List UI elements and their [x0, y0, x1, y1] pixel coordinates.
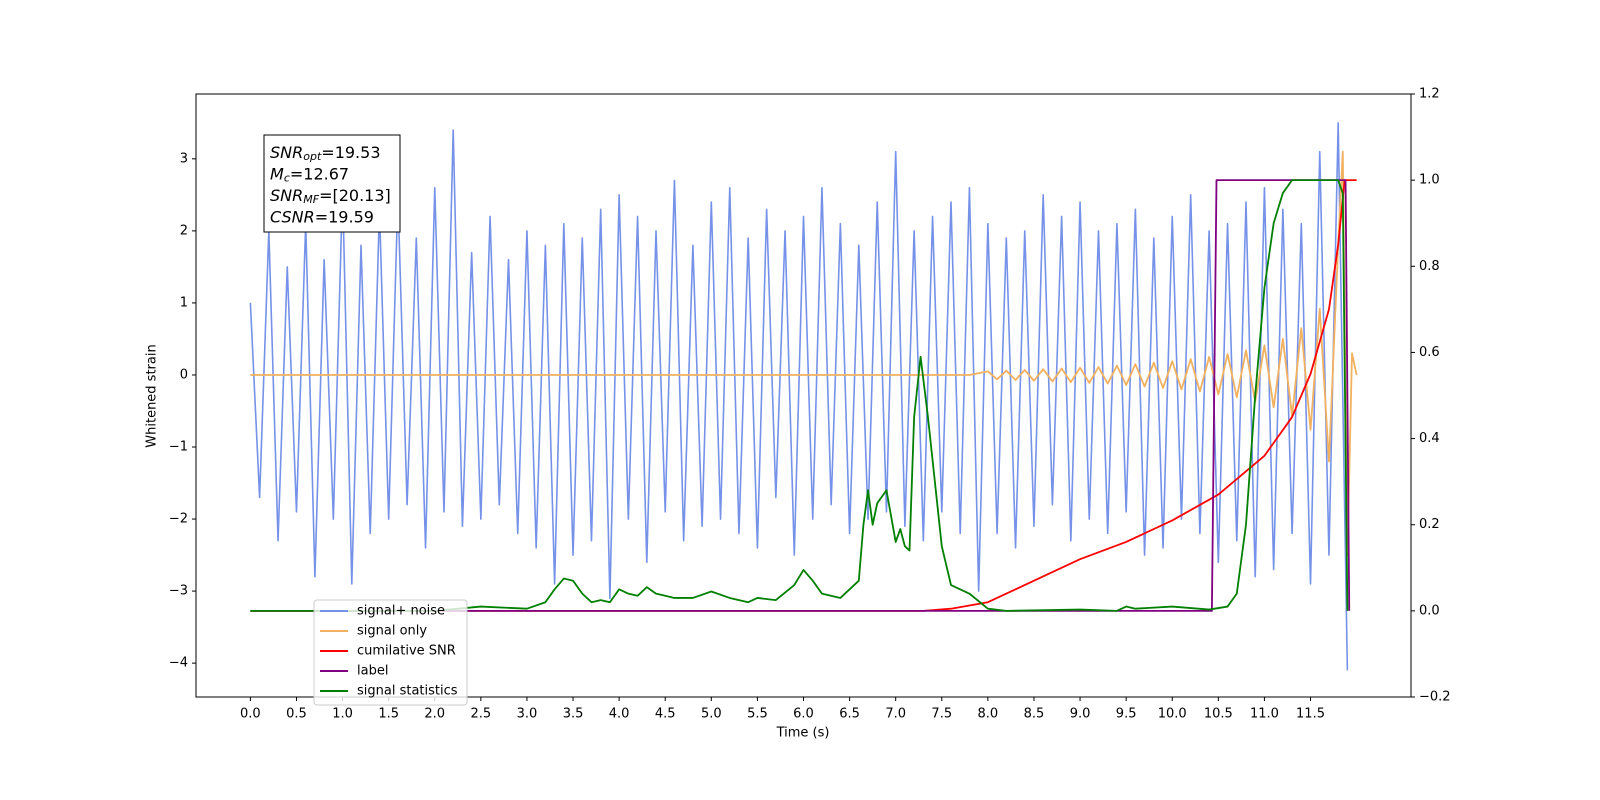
- y2-tick-label: 0.4: [1419, 431, 1440, 446]
- x-tick-label: 9.0: [1070, 707, 1091, 722]
- legend-label: label: [357, 664, 388, 679]
- annotation-rest: =19.53: [321, 143, 380, 162]
- annotation-sub: opt: [303, 150, 322, 163]
- y2-tick-label: −0.2: [1419, 690, 1451, 705]
- x-axis-label: Time (s): [776, 726, 830, 741]
- series-line: [250, 179, 1357, 612]
- y-tick-label: 0: [180, 367, 188, 382]
- annotation-main: SNR: [270, 143, 303, 162]
- annotation-rest: =19.59: [315, 207, 374, 226]
- x-tick-label: 9.5: [1116, 707, 1137, 722]
- x-tick-label: 7.0: [885, 707, 906, 722]
- x-tick-label: 2.0: [424, 707, 445, 722]
- x-tick-label: 1.5: [378, 707, 399, 722]
- y2-tick-label: 1.2: [1419, 87, 1440, 102]
- y-tick-label: 3: [180, 151, 188, 166]
- y-tick-label: −3: [169, 584, 188, 599]
- y-axis-label: Whitened strain: [145, 344, 160, 447]
- legend-label: signal+ noise: [357, 604, 445, 619]
- y-tick-label: 1: [180, 295, 188, 310]
- legend-box: [313, 599, 468, 706]
- series-line: [250, 179, 1349, 612]
- plot-area: [249, 122, 1358, 671]
- x-tick-label: 3.5: [563, 707, 584, 722]
- annotation-text: SNRopt=19.53: [270, 143, 381, 164]
- y-tick-label: −2: [169, 512, 188, 527]
- x-tick-label: 5.0: [701, 707, 722, 722]
- annotation-text: Mc=12.67: [270, 164, 349, 185]
- y2-tick-label: 0.2: [1419, 517, 1440, 532]
- annotation-rest: =12.67: [290, 164, 349, 183]
- x-tick-label: 2.5: [471, 707, 492, 722]
- x-tick-label: 11.5: [1296, 707, 1325, 722]
- series-line: [249, 122, 1349, 671]
- annotation-main: M: [270, 164, 284, 183]
- legend-label: signal statistics: [357, 684, 458, 699]
- x-tick-label: 0.5: [286, 707, 307, 722]
- legend-label: cumilative SNR: [357, 644, 456, 659]
- y-tick-label: −1: [169, 440, 188, 455]
- annotation-text: CSNR=19.59: [270, 207, 374, 226]
- annotation-sub: MF: [303, 193, 319, 206]
- x-tick-label: 10.0: [1158, 707, 1187, 722]
- x-tick-label: 7.5: [931, 707, 952, 722]
- x-tick-label: 0.0: [240, 707, 261, 722]
- y-tick-label: 2: [180, 223, 188, 238]
- annotation-box: [263, 134, 401, 233]
- y-tick-label: −4: [169, 656, 188, 671]
- y2-tick-label: 0.8: [1419, 259, 1440, 274]
- x-tick-label: 6.5: [839, 707, 860, 722]
- y2-tick-label: 0.6: [1419, 345, 1440, 360]
- x-tick-label: 8.0: [978, 707, 999, 722]
- annotation-sub: c: [284, 172, 290, 185]
- x-tick-label: 4.0: [609, 707, 630, 722]
- legend-label: signal only: [357, 624, 427, 639]
- annotation-rest: =[20.13]: [319, 186, 391, 205]
- x-tick-label: 6.0: [793, 707, 814, 722]
- annotation-main: SNR: [270, 186, 303, 205]
- x-tick-label: 3.0: [517, 707, 538, 722]
- annotation-text: SNRMF=[20.13]: [270, 186, 391, 207]
- x-tick-label: 4.5: [655, 707, 676, 722]
- annotation-main: CSNR: [270, 207, 315, 226]
- series-line: [250, 150, 1358, 556]
- x-tick-label: 11.0: [1250, 707, 1279, 722]
- x-tick-label: 1.0: [332, 707, 353, 722]
- x-tick-label: 5.5: [747, 707, 768, 722]
- x-tick-label: 10.5: [1204, 707, 1233, 722]
- series-line: [250, 179, 1351, 612]
- y2-tick-label: 0.0: [1419, 603, 1440, 618]
- y2-tick-label: 1.0: [1419, 173, 1440, 188]
- x-tick-label: 8.5: [1024, 707, 1045, 722]
